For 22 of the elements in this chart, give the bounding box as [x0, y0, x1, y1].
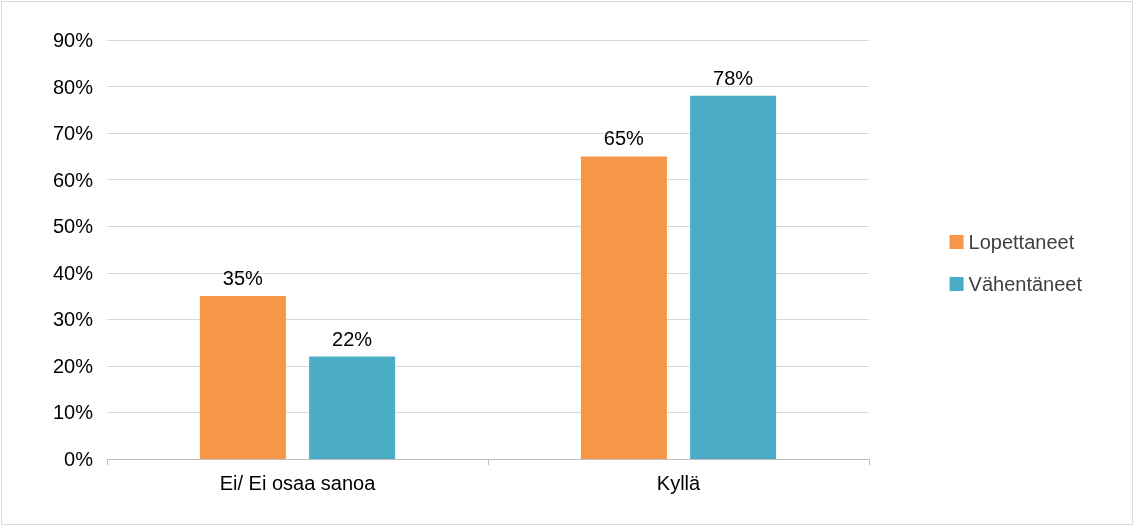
data-label: 35% — [222, 267, 264, 290]
data-label: 78% — [713, 66, 754, 89]
legend-label: Vähentäneet — [968, 273, 1083, 295]
bar — [309, 356, 396, 459]
x-tick-label: Ei/ Ei osaa sanoa — [219, 472, 377, 494]
x-tick-label: Kyllä — [656, 472, 702, 494]
y-tick-label: 60% — [52, 168, 94, 191]
y-tick-label: 20% — [52, 354, 94, 377]
y-tick-label: 10% — [52, 401, 94, 424]
legend-label: Lopettaneet — [968, 231, 1075, 253]
y-tick-label: 30% — [52, 308, 94, 331]
y-tick-label: 80% — [52, 75, 94, 98]
y-tick-label: 40% — [52, 261, 94, 284]
y-tick-label: 0% — [64, 448, 94, 470]
data-label: 22% — [332, 327, 373, 350]
data-label: 65% — [603, 127, 645, 150]
bar — [199, 296, 286, 459]
y-tick-label: 70% — [52, 122, 94, 145]
y-tick-label: 50% — [52, 215, 94, 238]
y-tick-label: 90% — [52, 29, 94, 51]
bar — [690, 95, 777, 459]
bar — [580, 156, 667, 459]
